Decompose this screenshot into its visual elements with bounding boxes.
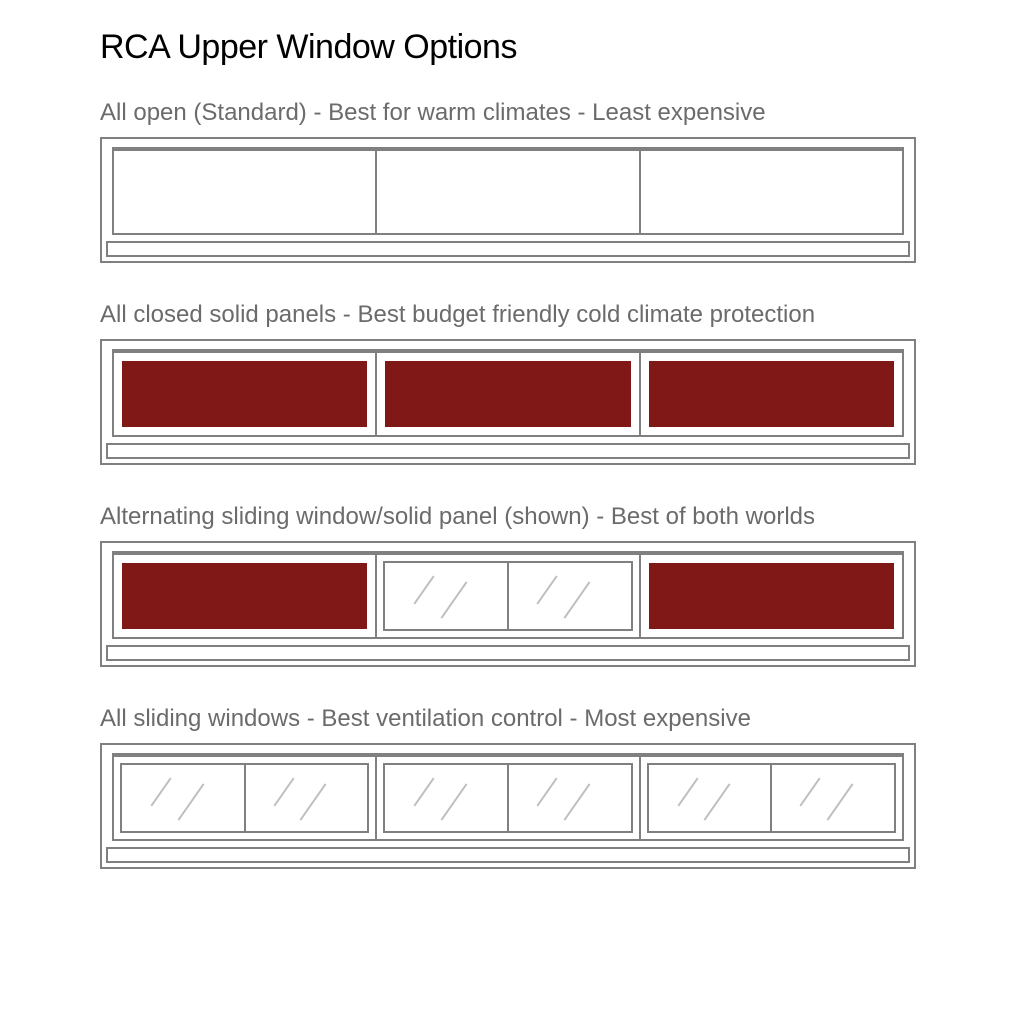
sliding-window xyxy=(383,561,632,631)
frame-sill xyxy=(106,443,910,459)
window-option: All sliding windows - Best ventilation c… xyxy=(100,705,924,869)
frame-sill xyxy=(106,241,910,257)
bay-row xyxy=(112,149,904,235)
glass-glare xyxy=(536,778,557,807)
window-bay xyxy=(375,351,640,437)
window-bay xyxy=(639,351,904,437)
glass-glare xyxy=(704,784,731,821)
glass-glare xyxy=(563,784,590,821)
glass-glare xyxy=(177,784,204,821)
glass-glare xyxy=(440,784,467,821)
page-title: RCA Upper Window Options xyxy=(100,28,924,67)
solid-panel xyxy=(649,563,894,629)
window-bay xyxy=(639,149,904,235)
page: RCA Upper Window Options All open (Stand… xyxy=(0,0,1024,869)
window-option: Alternating sliding window/solid panel (… xyxy=(100,503,924,667)
window-option: All open (Standard) - Best for warm clim… xyxy=(100,99,924,263)
frame-sill xyxy=(106,847,910,863)
glass-pane-right xyxy=(508,563,631,629)
window-bay xyxy=(112,149,377,235)
options-list: All open (Standard) - Best for warm clim… xyxy=(100,99,924,869)
glass-pane-left xyxy=(385,563,508,629)
frame-sill xyxy=(106,645,910,661)
window-bay xyxy=(639,755,904,841)
glass-glare xyxy=(440,582,467,619)
window-bay xyxy=(639,553,904,639)
glass-pane-left xyxy=(649,765,772,831)
sliding-window xyxy=(383,763,632,833)
window-bay xyxy=(375,755,640,841)
glass-glare xyxy=(677,778,698,807)
glass-pane-right xyxy=(508,765,631,831)
solid-panel xyxy=(385,361,630,427)
window-frame xyxy=(100,137,916,263)
glass-glare xyxy=(536,576,557,605)
option-caption: Alternating sliding window/solid panel (… xyxy=(100,503,924,531)
option-caption: All closed solid panels - Best budget fr… xyxy=(100,301,924,329)
window-option: All closed solid panels - Best budget fr… xyxy=(100,301,924,465)
option-caption: All sliding windows - Best ventilation c… xyxy=(100,705,924,733)
glass-glare xyxy=(800,778,821,807)
solid-panel xyxy=(122,563,367,629)
bay-row xyxy=(112,553,904,639)
bay-row xyxy=(112,351,904,437)
glass-pane-left xyxy=(122,765,245,831)
glass-glare xyxy=(300,784,327,821)
window-frame xyxy=(100,743,916,869)
glass-glare xyxy=(414,778,435,807)
glass-pane-left xyxy=(385,765,508,831)
sliding-window xyxy=(120,763,369,833)
glass-pane-right xyxy=(771,765,894,831)
glass-glare xyxy=(151,778,172,807)
glass-pane-right xyxy=(245,765,368,831)
window-bay xyxy=(375,149,640,235)
glass-glare xyxy=(826,784,853,821)
bay-row xyxy=(112,755,904,841)
option-caption: All open (Standard) - Best for warm clim… xyxy=(100,99,924,127)
glass-glare xyxy=(273,778,294,807)
window-bay xyxy=(112,755,377,841)
window-frame xyxy=(100,339,916,465)
solid-panel xyxy=(122,361,367,427)
window-frame xyxy=(100,541,916,667)
window-bay xyxy=(375,553,640,639)
glass-glare xyxy=(414,576,435,605)
window-bay xyxy=(112,351,377,437)
window-bay xyxy=(112,553,377,639)
glass-glare xyxy=(563,582,590,619)
solid-panel xyxy=(649,361,894,427)
sliding-window xyxy=(647,763,896,833)
